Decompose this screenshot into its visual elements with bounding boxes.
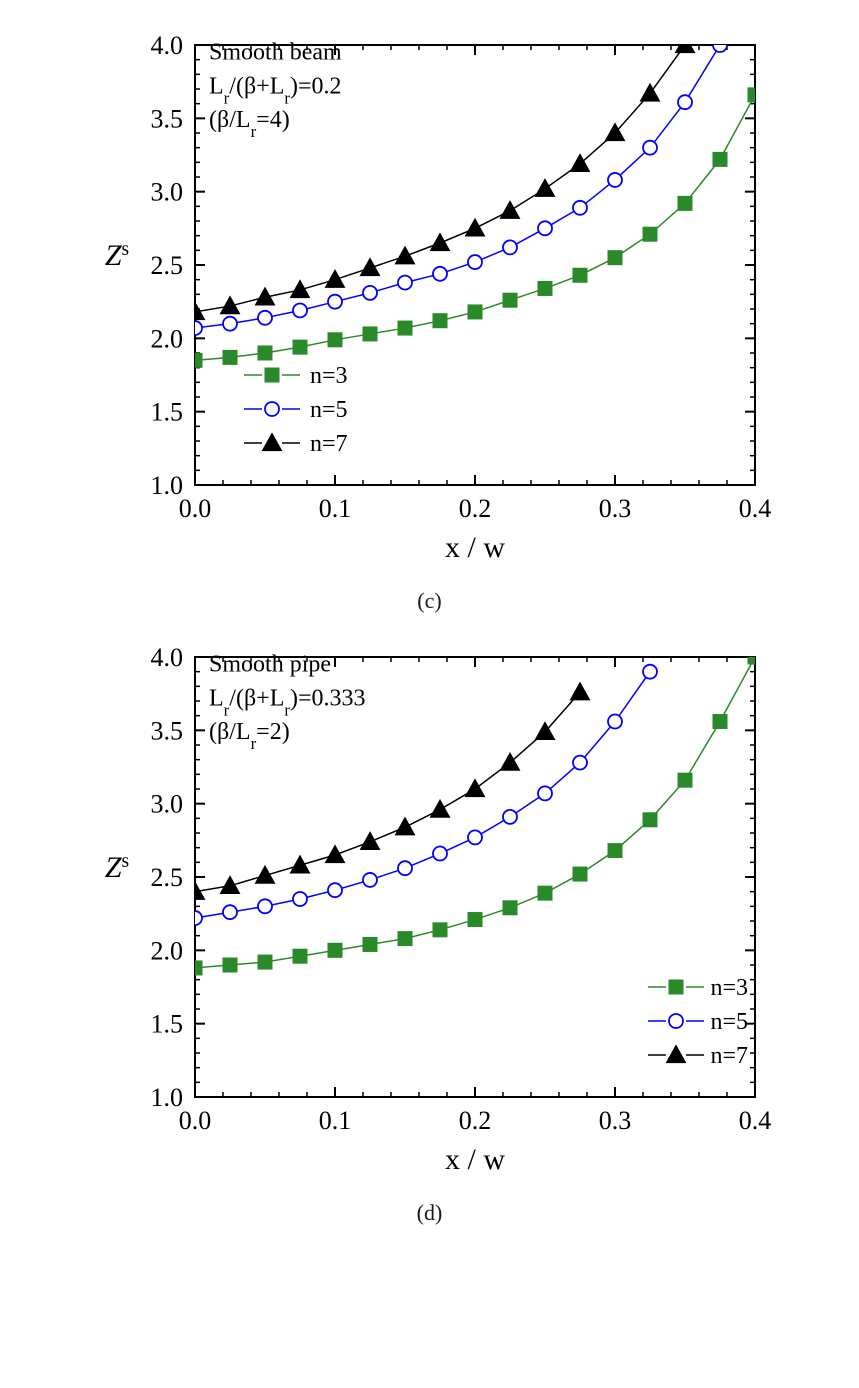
svg-text:x / w: x / w	[445, 531, 505, 564]
svg-text:2.0: 2.0	[150, 936, 183, 965]
svg-text:2.5: 2.5	[150, 863, 183, 892]
svg-text:1.0: 1.0	[150, 471, 183, 500]
svg-text:0.0: 0.0	[178, 1106, 211, 1135]
chart-c: 0.0 0.1 0.2 0.3 0.4 1.0 1.5 2.0 2.5 3.0 3.5 4.0 x / …	[80, 20, 780, 580]
svg-text:3.0: 3.0	[150, 790, 183, 819]
svg-text:n=3: n=3	[310, 363, 348, 389]
svg-text:0.1: 0.1	[318, 494, 351, 523]
svg-text:0.2: 0.2	[458, 1106, 491, 1135]
svg-text:2.0: 2.0	[150, 324, 183, 353]
svg-text:0.2: 0.2	[458, 494, 491, 523]
svg-text:x / w: x / w	[445, 1143, 505, 1176]
svg-text:n=7: n=7	[310, 431, 348, 457]
svg-text:4.0: 4.0	[150, 643, 183, 672]
svg-text:3.0: 3.0	[150, 178, 183, 207]
svg-text:0.3: 0.3	[598, 1106, 631, 1135]
svg-text:0.0: 0.0	[178, 494, 211, 523]
svg-text:3.5: 3.5	[150, 104, 183, 133]
svg-text:0.1: 0.1	[318, 1106, 351, 1135]
chart-c-block: 0.0 0.1 0.2 0.3 0.4 1.0 1.5 2.0 2.5 3.0 3.5 4.0 x / …	[0, 20, 859, 632]
svg-text:0.4: 0.4	[738, 1106, 771, 1135]
svg-text:1.5: 1.5	[150, 1010, 183, 1039]
caption-d: (d)	[417, 1200, 443, 1226]
svg-text:Smooth pipe: Smooth pipe	[209, 652, 331, 678]
svg-text:Zs: Zs	[104, 851, 128, 885]
svg-text:0.3: 0.3	[598, 494, 631, 523]
svg-text:1.0: 1.0	[150, 1083, 183, 1112]
svg-text:2.5: 2.5	[150, 251, 183, 280]
svg-text:n=7: n=7	[710, 1043, 748, 1069]
chart-d-block: 0.0 0.1 0.2 0.3 0.4 1.0 1.5 2.0 2.5 3.0 3.5 4.0 x / …	[0, 632, 859, 1244]
svg-text:Smooth beam: Smooth beam	[209, 40, 342, 66]
svg-text:4.0: 4.0	[150, 31, 183, 60]
svg-text:n=3: n=3	[710, 975, 748, 1001]
svg-text:3.5: 3.5	[150, 716, 183, 745]
caption-c: (c)	[417, 588, 441, 614]
svg-text:n=5: n=5	[710, 1009, 748, 1035]
svg-text:1.5: 1.5	[150, 398, 183, 427]
svg-text:n=5: n=5	[310, 397, 348, 423]
chart-d: 0.0 0.1 0.2 0.3 0.4 1.0 1.5 2.0 2.5 3.0 3.5 4.0 x / …	[80, 632, 780, 1192]
svg-text:0.4: 0.4	[738, 494, 771, 523]
svg-text:Zs: Zs	[104, 239, 128, 273]
